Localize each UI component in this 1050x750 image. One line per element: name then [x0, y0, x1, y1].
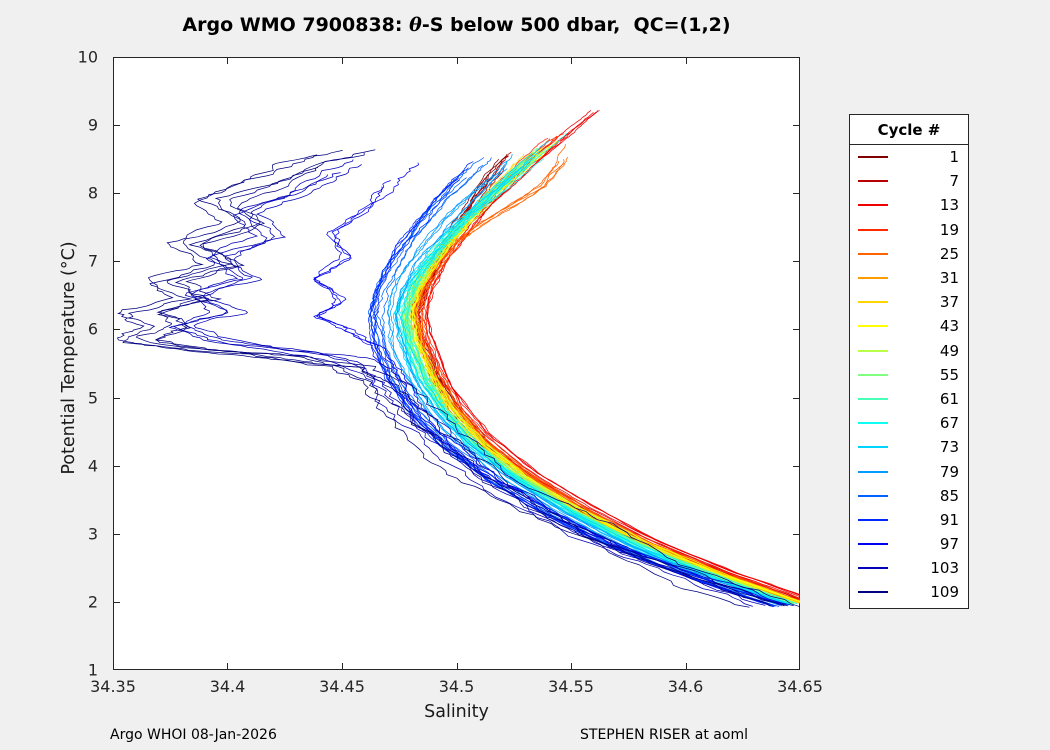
legend-entry: 25 [850, 242, 968, 266]
legend-line-swatch [858, 325, 888, 328]
legend-separator [850, 144, 968, 145]
legend-line-swatch [858, 422, 888, 425]
axes [113, 57, 800, 670]
legend-entry-label: 97 [939, 535, 959, 554]
legend-line-swatch [858, 156, 888, 159]
legend-entry: 1 [850, 145, 968, 169]
legend-entry-label: 25 [939, 244, 959, 263]
legend-line-swatch [858, 446, 888, 449]
legend-entry: 85 [850, 484, 968, 508]
plot-title-suffix: -S below 500 dbar, QC=(1,2) [421, 14, 731, 36]
legend-line-swatch [858, 180, 888, 183]
y-tick-label: 2 [87, 592, 98, 612]
legend-entry: 7 [850, 169, 968, 193]
legend-line-swatch [858, 373, 888, 376]
legend-entry: 43 [850, 314, 968, 338]
y-tick-label: 4 [87, 456, 98, 476]
legend-entry-label: 73 [939, 438, 959, 457]
legend-entry: 13 [850, 193, 968, 217]
legend-entry: 31 [850, 266, 968, 290]
legend-entry-label: 49 [939, 341, 959, 360]
x-tick-label: 34.35 [90, 677, 136, 696]
plot-canvas[interactable] [113, 57, 800, 670]
y-tick-labels: 1 2 3 4 5 6 7 8 9 10 [0, 48, 105, 680]
legend-line-swatch [858, 470, 888, 473]
x-tick-label: 34.6 [667, 677, 704, 696]
legend-entry-label: 85 [939, 486, 959, 505]
legend-entry: 109 [850, 580, 968, 604]
legend-line-swatch [858, 349, 888, 352]
x-tick-label: 34.55 [548, 677, 594, 696]
legend-entry-label: 109 [930, 583, 959, 602]
legend-entry-label: 61 [939, 389, 959, 408]
legend-line-swatch [858, 301, 888, 304]
plot-title: Argo WMO 7900838: θ-S below 500 dbar, QC… [113, 14, 800, 36]
legend-line-swatch [858, 518, 888, 521]
legend-entry-label: 43 [939, 317, 959, 336]
y-tick-label: 1 [87, 660, 98, 680]
legend-entry-label: 103 [930, 559, 959, 578]
legend-line-swatch [858, 397, 888, 400]
x-tick-label: 34.5 [438, 677, 475, 696]
legend-entry: 103 [850, 556, 968, 580]
legend-entry-label: 37 [939, 293, 959, 312]
legend-line-swatch [858, 228, 888, 231]
legend-entries: 1 7 13 19 25 31 37 43 49 55 61 67 73 79 85 91 97 103 109 [850, 145, 968, 605]
x-tick-label: 34.65 [777, 677, 823, 696]
legend-entry: 67 [850, 411, 968, 435]
y-tick-label: 10 [77, 47, 98, 67]
y-tick-label: 8 [87, 183, 98, 203]
footer-left-text: Argo WHOI 08-Jan-2026 [110, 727, 277, 743]
legend: Cycle # 1 7 13 19 25 31 37 43 49 55 61 67 73 79 85 91 97… [849, 114, 969, 609]
legend-line-swatch [858, 252, 888, 255]
y-tick-label: 9 [87, 115, 98, 135]
plot-title-prefix: Argo WMO 7900838: [182, 14, 410, 36]
x-tick-labels: 34.35 34.4 34.45 34.5 34.55 34.6 34.65 [90, 677, 823, 697]
y-tick-label: 5 [87, 388, 98, 408]
legend-entry-label: 19 [939, 220, 959, 239]
legend-line-swatch [858, 567, 888, 570]
x-tick-label: 34.4 [209, 677, 246, 696]
legend-line-swatch [858, 543, 888, 546]
legend-line-swatch [858, 204, 888, 207]
legend-entry-label: 7 [949, 172, 959, 191]
legend-entry-label: 91 [939, 510, 959, 529]
plot-title-theta: θ [409, 14, 422, 36]
legend-line-swatch [858, 494, 888, 497]
legend-entry-label: 13 [939, 196, 959, 215]
legend-entry-label: 1 [949, 148, 959, 167]
y-tick-label: 7 [87, 251, 98, 271]
y-tick-label: 3 [87, 524, 98, 544]
legend-entry: 97 [850, 532, 968, 556]
legend-entry: 61 [850, 387, 968, 411]
legend-entry: 91 [850, 508, 968, 532]
legend-line-swatch [858, 591, 888, 594]
legend-entry: 79 [850, 459, 968, 483]
legend-entry: 73 [850, 435, 968, 459]
footer-right-text: STEPHEN RISER at aoml [580, 727, 748, 743]
x-axis-label: Salinity [424, 702, 489, 722]
legend-entry-label: 31 [939, 269, 959, 288]
legend-entry: 49 [850, 339, 968, 363]
legend-line-swatch [858, 277, 888, 280]
legend-entry: 37 [850, 290, 968, 314]
x-tick-label: 34.45 [319, 677, 365, 696]
y-tick-label: 6 [87, 319, 98, 339]
legend-entry-label: 55 [939, 365, 959, 384]
legend-entry: 19 [850, 218, 968, 242]
legend-entry-label: 79 [939, 462, 959, 481]
legend-entry-label: 67 [939, 414, 959, 433]
legend-title: Cycle # [877, 121, 941, 139]
legend-entry: 55 [850, 363, 968, 387]
